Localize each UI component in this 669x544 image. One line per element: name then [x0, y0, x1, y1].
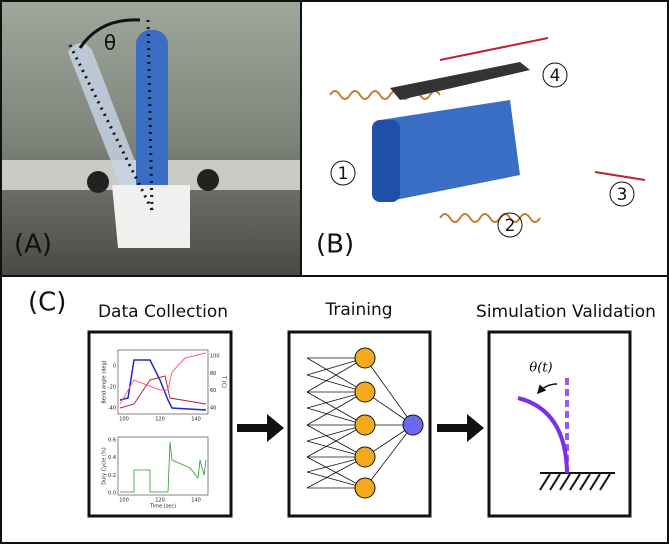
hatch-line [590, 474, 600, 490]
tick-label: 140 [191, 498, 201, 504]
axis-label: Time (sec) [149, 504, 176, 510]
mount [112, 185, 190, 248]
panel-label: (A) [14, 230, 52, 260]
tick-label: 140 [191, 417, 201, 423]
hatch-line [570, 474, 580, 490]
tick-label: 0 [113, 364, 116, 370]
tick-label: -20 [108, 385, 116, 391]
plot-line [120, 442, 206, 492]
step-box [489, 332, 630, 516]
block [380, 100, 520, 200]
bar [390, 62, 530, 100]
callout: 4 [550, 66, 561, 86]
hatch-line [600, 474, 610, 490]
finger [136, 30, 168, 210]
axis-label: T (C) [221, 375, 227, 388]
callout: 1 [338, 164, 349, 184]
hatch-line [550, 474, 560, 490]
tick-label: 60 [210, 388, 216, 394]
axis-label: Duty Cycle (%) [102, 447, 108, 484]
angle-label: θ [104, 31, 116, 55]
hatch-line [580, 474, 590, 490]
hatch-line [540, 474, 550, 490]
figure: θ (A) 1 2 3 4 (B) (C) Data Collection Tr… [0, 0, 669, 544]
tick-label: 100 [119, 417, 129, 423]
plot-axes [118, 437, 208, 495]
bolt [197, 169, 219, 191]
plot-line [120, 376, 206, 408]
spring [440, 214, 540, 222]
angle-arrow [538, 384, 557, 393]
panel-label: (C) [28, 288, 66, 318]
plot-line [120, 360, 206, 410]
panel-a: θ (A) [2, 2, 300, 275]
tick-label: 40 [210, 406, 216, 412]
panel-label: (B) [316, 230, 354, 260]
tick-label: 0.0 [108, 491, 116, 497]
panel-c: (C) Data Collection Training Simulation … [28, 288, 656, 517]
block-end [372, 120, 400, 202]
tick-label: 0.6 [108, 438, 116, 444]
tick-label: 100 [119, 498, 129, 504]
plot-line [120, 353, 206, 404]
tick-label: 80 [210, 371, 216, 377]
hidden-node [355, 478, 375, 498]
output-node [403, 415, 423, 435]
bent-pose [518, 398, 567, 473]
tick-label: 0.4 [108, 455, 116, 461]
bolt [87, 171, 109, 193]
arrow [237, 414, 284, 442]
step-title: Training [324, 300, 392, 320]
tick-label: 120 [155, 417, 165, 423]
step-title: Data Collection [98, 302, 228, 322]
arrow [437, 414, 484, 442]
wire [440, 38, 548, 60]
panel-b: 1 2 3 4 (B) [316, 38, 645, 260]
angle-annotation: θ(t) [529, 361, 552, 376]
wire [595, 172, 645, 180]
tick-label: 120 [155, 498, 165, 504]
tick-label: 100 [210, 354, 220, 360]
callout: 3 [617, 185, 628, 205]
hidden-node [355, 348, 375, 368]
axis-label: Bend angle (deg) [102, 360, 108, 403]
callout: 2 [505, 216, 516, 236]
hidden-node [355, 447, 375, 467]
step-box [89, 332, 231, 516]
step-title: Simulation Validation [476, 302, 656, 322]
tick-label: 0.2 [108, 473, 116, 479]
network [307, 348, 423, 498]
tick-label: -40 [108, 406, 116, 412]
hidden-node [355, 415, 375, 435]
hatch [540, 474, 610, 490]
hatch-line [560, 474, 570, 490]
hidden-node [355, 382, 375, 402]
